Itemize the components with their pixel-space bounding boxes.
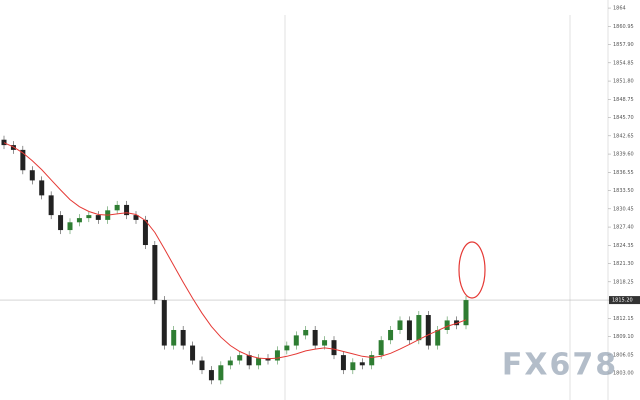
candle bbox=[190, 345, 196, 361]
candle bbox=[322, 340, 328, 346]
candle bbox=[29, 170, 35, 181]
candle bbox=[350, 362, 356, 371]
candle bbox=[20, 149, 26, 171]
y-tick-label: 1845.70 bbox=[613, 115, 634, 121]
y-tick-label: 1848.75 bbox=[613, 97, 634, 103]
candle bbox=[303, 329, 309, 336]
candle bbox=[237, 355, 243, 361]
candle bbox=[397, 320, 403, 330]
candle bbox=[95, 215, 101, 220]
candle bbox=[293, 335, 299, 346]
highlight-circle bbox=[458, 241, 486, 299]
candle bbox=[454, 320, 460, 326]
y-tick-label: 1818.25 bbox=[613, 279, 634, 285]
candle bbox=[161, 300, 167, 346]
candle bbox=[378, 340, 384, 356]
candle bbox=[142, 219, 148, 246]
candle bbox=[227, 360, 233, 366]
y-tick-label: 1821.30 bbox=[613, 261, 634, 267]
candle bbox=[58, 215, 64, 231]
candle bbox=[284, 345, 290, 351]
last-price-label: 1815.20 bbox=[612, 298, 633, 304]
candle bbox=[67, 222, 73, 231]
candle bbox=[86, 215, 92, 219]
candle bbox=[463, 300, 469, 326]
candle bbox=[1, 139, 7, 146]
candle bbox=[340, 355, 346, 371]
candle bbox=[152, 245, 158, 301]
candle bbox=[369, 355, 375, 366]
y-tick-label: 1857.90 bbox=[613, 42, 634, 48]
y-tick-label: 1809.10 bbox=[613, 334, 634, 340]
candle bbox=[124, 204, 130, 216]
y-tick-label: 1839.60 bbox=[613, 152, 634, 158]
y-tick-label: 1860.95 bbox=[613, 24, 634, 30]
candle bbox=[199, 360, 205, 371]
candle bbox=[416, 315, 422, 341]
candle bbox=[406, 320, 412, 341]
y-tick-label: 1864 bbox=[613, 6, 626, 12]
y-tick-label: 1824.35 bbox=[613, 243, 634, 249]
candle bbox=[435, 329, 441, 346]
y-tick-label: 1803.00 bbox=[613, 371, 634, 377]
y-tick-label: 1833.50 bbox=[613, 188, 634, 194]
candle bbox=[444, 320, 450, 330]
plot bbox=[0, 135, 608, 385]
candle bbox=[331, 340, 337, 356]
y-tick-label: 1851.80 bbox=[613, 79, 634, 85]
candle bbox=[133, 215, 139, 220]
y-tick-label: 1854.85 bbox=[613, 60, 634, 66]
candle bbox=[425, 315, 431, 346]
y-tick-label: 1842.65 bbox=[613, 133, 634, 139]
candle bbox=[274, 350, 280, 361]
y-tick-label: 1827.40 bbox=[613, 225, 634, 231]
watermark: FX678 bbox=[502, 348, 618, 383]
moving-average bbox=[3, 142, 467, 360]
candle bbox=[246, 355, 252, 366]
y-tick-label: 1830.45 bbox=[613, 206, 634, 212]
candle bbox=[312, 329, 318, 346]
candle bbox=[76, 218, 82, 223]
candle bbox=[180, 329, 186, 346]
candle bbox=[114, 204, 120, 211]
y-tick-label: 1812.15 bbox=[613, 316, 634, 322]
candle bbox=[48, 195, 54, 216]
candle bbox=[265, 358, 271, 361]
y-tick-label: 1836.55 bbox=[613, 170, 634, 176]
candle bbox=[218, 365, 224, 381]
last-price-box bbox=[609, 296, 640, 305]
y-tick-label: 1806.05 bbox=[613, 352, 634, 358]
candle bbox=[208, 370, 214, 381]
candle bbox=[359, 362, 365, 366]
candle bbox=[388, 329, 394, 341]
candle bbox=[256, 358, 262, 366]
candle bbox=[39, 180, 45, 196]
candle bbox=[171, 329, 177, 346]
